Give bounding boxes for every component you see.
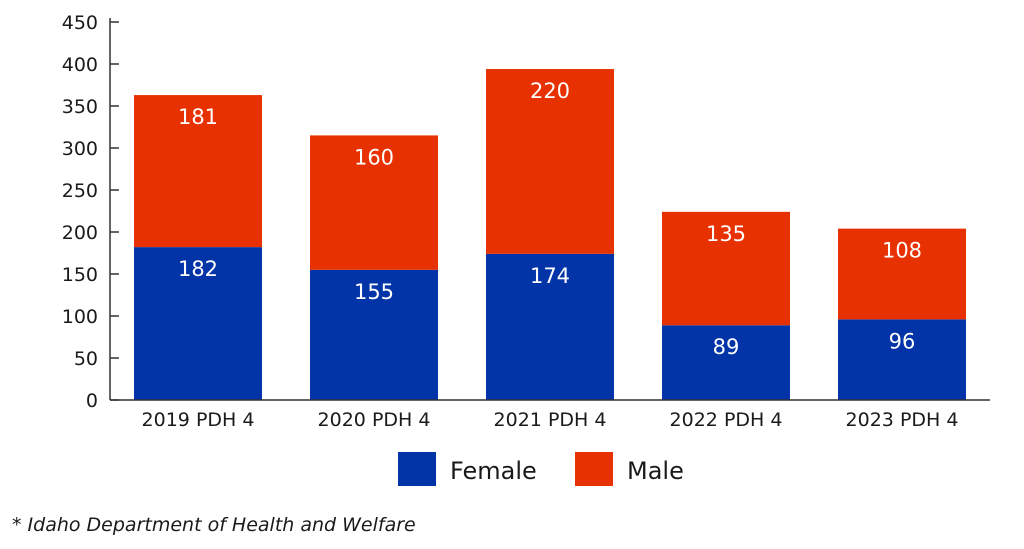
data-label: 174 [530, 264, 570, 288]
source-footnote: * Idaho Department of Health and Welfare [12, 514, 416, 536]
legend-label-male: Male [627, 457, 684, 485]
x-tick-label: 2019 PDH 4 [142, 409, 255, 431]
y-tick-label: 150 [62, 264, 98, 286]
y-tick-label: 0 [86, 390, 98, 412]
x-tick-label: 2020 PDH 4 [318, 409, 431, 431]
y-tick-label: 200 [62, 222, 98, 244]
bar-male-2022 [662, 211, 790, 326]
bar-male-2019 [134, 95, 262, 248]
bar-female-2021 [486, 253, 614, 400]
y-tick-label: 450 [62, 12, 98, 34]
data-label: 135 [706, 222, 746, 246]
y-tick-label: 400 [62, 54, 98, 76]
x-axis: 2019 PDH 4 2020 PDH 4 2021 PDH 4 2022 PDH 4… [110, 399, 990, 431]
bar-female-2019 [134, 247, 262, 400]
bar-female-2020 [310, 269, 438, 400]
data-label: 181 [178, 105, 218, 129]
y-tick-label: 100 [62, 306, 98, 328]
bar-female-2022 [662, 325, 790, 400]
bars: 182 181 155 160 174 220 89 135 96 108 [134, 69, 966, 400]
bar-male-2023 [838, 228, 966, 320]
x-tick-label: 2023 PDH 4 [846, 409, 959, 431]
y-axis: 0 50 100 150 200 250 300 350 400 450 [62, 12, 119, 412]
x-tick-label: 2022 PDH 4 [670, 409, 783, 431]
y-tick-label: 300 [62, 138, 98, 160]
data-label: 182 [178, 257, 218, 281]
bar-male-2020 [310, 135, 438, 270]
legend-swatch-male [575, 452, 613, 486]
data-label: 108 [882, 239, 922, 263]
stacked-bar-chart: 0 50 100 150 200 250 300 350 400 450 182 181 155 160… [62, 12, 990, 486]
y-tick-label: 250 [62, 180, 98, 202]
legend-swatch-female [398, 452, 436, 486]
bar-male-2021 [486, 69, 614, 254]
legend: Female Male [398, 452, 684, 486]
data-label: 96 [889, 329, 916, 353]
data-label: 89 [713, 335, 740, 359]
data-label: 155 [354, 280, 394, 304]
bar-female-2023 [838, 319, 966, 400]
y-tick-label: 350 [62, 96, 98, 118]
y-tick-label: 50 [74, 348, 98, 370]
data-label: 160 [354, 145, 394, 169]
x-tick-label: 2021 PDH 4 [494, 409, 607, 431]
legend-label-female: Female [450, 457, 537, 485]
data-label: 220 [530, 79, 570, 103]
